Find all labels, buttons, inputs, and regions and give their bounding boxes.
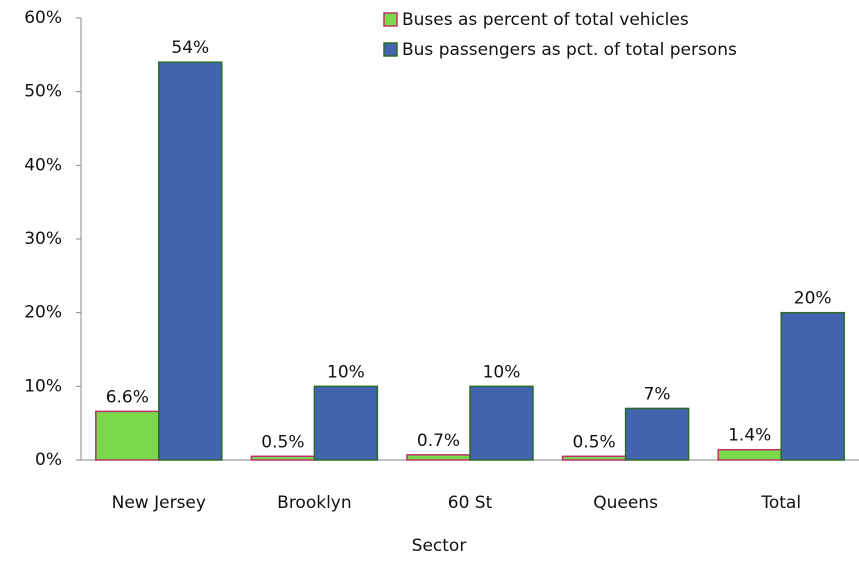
y-tick-label: 50%: [24, 82, 62, 102]
y-tick-label: 30%: [24, 229, 62, 249]
y-tick-label: 10%: [24, 376, 62, 396]
bar: [624, 407, 690, 461]
legend-box: [350, 0, 858, 78]
value-label: 10%: [483, 362, 521, 382]
legend-swatch: [383, 42, 398, 57]
x-tick-label: Total: [760, 493, 801, 513]
bar: [158, 61, 223, 461]
bar: [469, 385, 534, 461]
y-tick-label: 20%: [24, 303, 62, 323]
bar: [406, 454, 471, 461]
y-tick-label: 60%: [24, 8, 62, 28]
bar: [561, 455, 627, 461]
value-label: 7%: [644, 384, 671, 404]
x-tick-label: New Jersey: [112, 493, 206, 513]
value-label: 10%: [327, 362, 365, 382]
y-tick-label: 40%: [24, 155, 62, 175]
value-label: 20%: [794, 289, 832, 309]
bar: [780, 311, 845, 461]
value-label: 0.7%: [417, 431, 460, 451]
value-label: 0.5%: [572, 432, 615, 452]
value-label: 6.6%: [106, 387, 149, 407]
value-label: 54%: [171, 38, 209, 58]
x-axis-title: Sector: [412, 536, 467, 556]
x-tick-label: Brooklyn: [277, 493, 351, 513]
bar: [95, 410, 160, 461]
value-label: 1.4%: [728, 426, 771, 446]
bar: [313, 385, 379, 461]
legend-swatch: [383, 12, 398, 27]
legend-label: Buses as percent of total vehicles: [402, 10, 689, 30]
y-tick-label: 0%: [35, 450, 62, 470]
x-tick-label: 60 St: [448, 493, 493, 513]
bar: [250, 455, 316, 461]
value-label: 0.5%: [261, 432, 304, 452]
x-tick-label: Queens: [593, 493, 658, 513]
bar: [717, 448, 782, 461]
legend-label: Bus passengers as pct. of total persons: [402, 40, 737, 60]
